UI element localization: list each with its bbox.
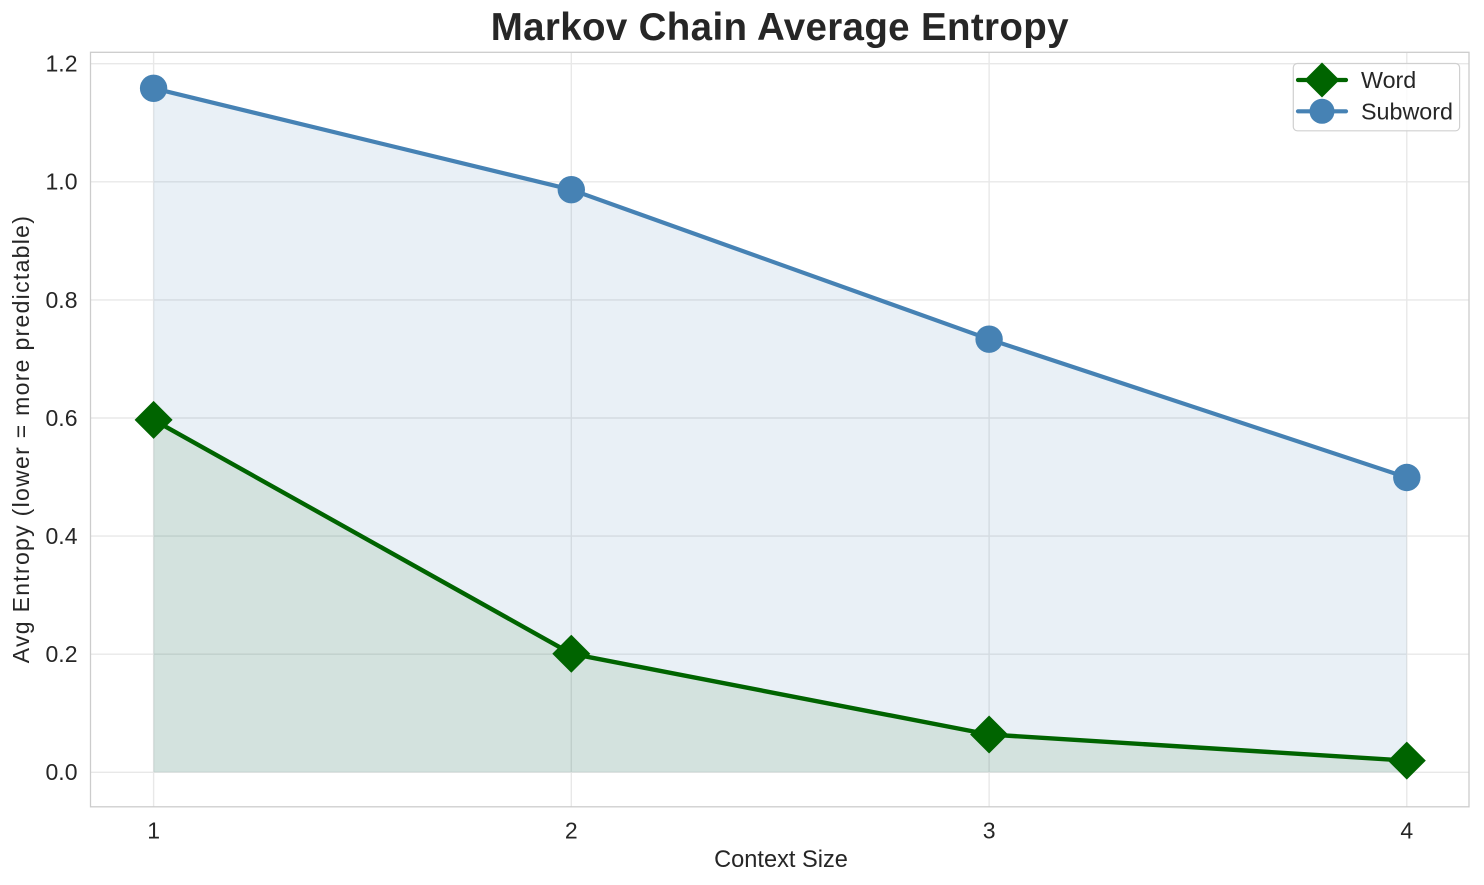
svg-text:Context Size: Context Size <box>714 847 848 873</box>
svg-text:4: 4 <box>1400 818 1413 844</box>
svg-text:1: 1 <box>147 818 160 844</box>
svg-text:Subword: Subword <box>1361 99 1453 125</box>
svg-text:Markov Chain Average Entropy: Markov Chain Average Entropy <box>491 6 1069 49</box>
svg-text:Avg Entropy (lower = more pred: Avg Entropy (lower = more predictable) <box>8 215 34 663</box>
svg-text:2: 2 <box>565 818 578 844</box>
svg-text:0.0: 0.0 <box>46 759 78 785</box>
svg-text:1.2: 1.2 <box>46 51 78 77</box>
svg-text:0.2: 0.2 <box>46 641 78 667</box>
svg-text:0.4: 0.4 <box>46 523 78 549</box>
svg-text:0.8: 0.8 <box>46 287 78 313</box>
svg-text:3: 3 <box>983 818 996 844</box>
svg-text:0.6: 0.6 <box>46 405 78 431</box>
svg-text:Word: Word <box>1361 67 1416 93</box>
svg-text:1.0: 1.0 <box>46 169 78 195</box>
